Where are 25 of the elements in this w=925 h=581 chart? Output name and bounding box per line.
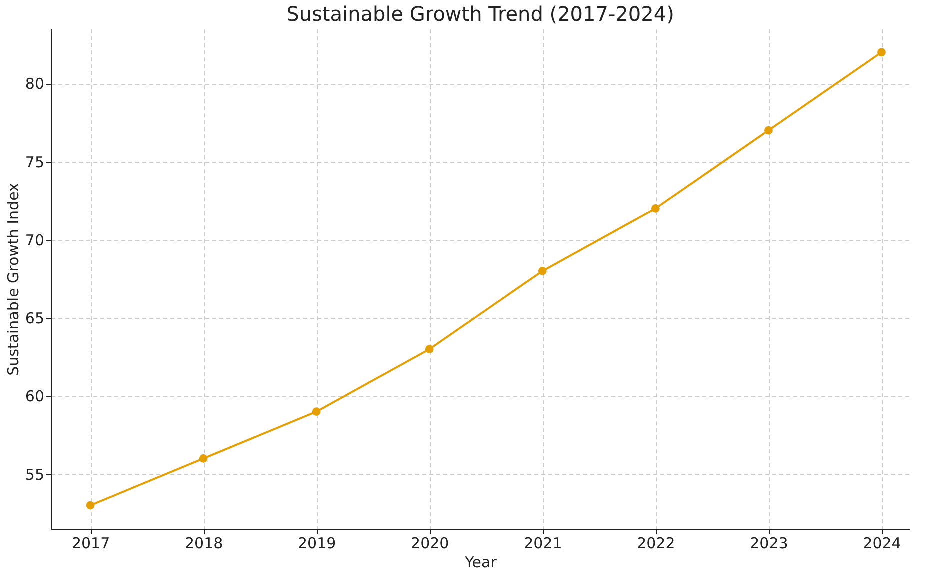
x-axis-title: Year bbox=[464, 554, 498, 572]
x-tick-label: 2021 bbox=[524, 534, 562, 552]
y-tick-label: 55 bbox=[25, 466, 44, 484]
point bbox=[538, 267, 547, 276]
point bbox=[652, 204, 660, 213]
point bbox=[764, 126, 773, 135]
x-tick-label: 2023 bbox=[750, 534, 788, 552]
x-tick-label: 2019 bbox=[298, 534, 336, 552]
x-tick-label: 2018 bbox=[184, 534, 224, 552]
y-tick-label: 60 bbox=[25, 388, 44, 406]
y-axis-title: Sustainable Growth Index bbox=[4, 182, 22, 376]
point bbox=[312, 408, 321, 416]
x-tick-label: 2022 bbox=[637, 534, 676, 552]
x-tick-label: 2020 bbox=[411, 534, 450, 552]
x-tick-label: 2024 bbox=[863, 534, 902, 552]
y-tick-label: 75 bbox=[25, 153, 44, 172]
point bbox=[878, 48, 886, 57]
y-tick-label: 65 bbox=[25, 310, 44, 328]
y-tick-label: 70 bbox=[25, 231, 44, 250]
point bbox=[86, 501, 95, 510]
point bbox=[425, 345, 434, 354]
point bbox=[199, 454, 208, 463]
x-tick-label: 2017 bbox=[72, 534, 110, 552]
y-tick-label: 80 bbox=[25, 75, 44, 94]
chart-title: Sustainable Growth Trend (2017-2024) bbox=[286, 2, 674, 26]
